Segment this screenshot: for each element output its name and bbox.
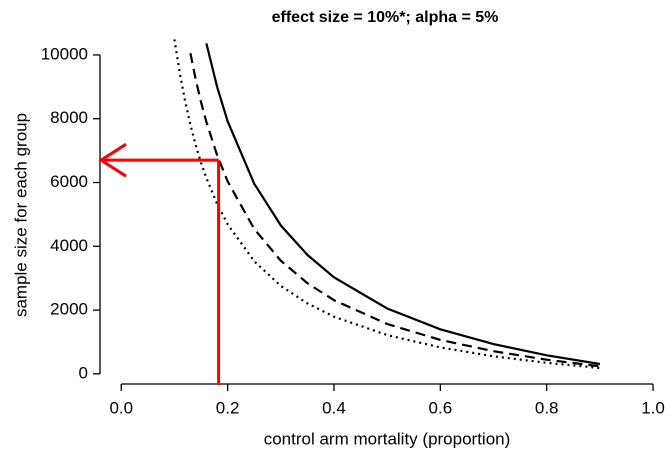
- y-axis-label: sample size for each group: [11, 113, 30, 317]
- x-axis-label: control arm mortality (proportion): [264, 429, 511, 448]
- chart-title: effect size = 10%*; alpha = 5%: [272, 9, 499, 26]
- x-tick-label: 0.0: [109, 398, 133, 417]
- y-tick-label: 4000: [50, 236, 88, 255]
- line-series: [205, 43, 601, 366]
- y-tick-label: 2000: [50, 300, 88, 319]
- x-tick-label: 0.8: [535, 398, 559, 417]
- y-tick-label: 6000: [50, 172, 88, 191]
- x-tick-label: 1.0: [641, 398, 665, 417]
- y-tick-label: 10000: [41, 44, 88, 63]
- x-tick-label: 0.2: [216, 398, 240, 417]
- x-tick-label: 0.4: [322, 398, 346, 417]
- line-series: [173, 39, 601, 370]
- y-tick-label: 8000: [50, 108, 88, 127]
- line-series: [189, 52, 601, 368]
- x-tick-label: 0.6: [429, 398, 453, 417]
- y-tick-label: 0: [79, 363, 88, 382]
- annotation-arrowhead: [98, 142, 127, 178]
